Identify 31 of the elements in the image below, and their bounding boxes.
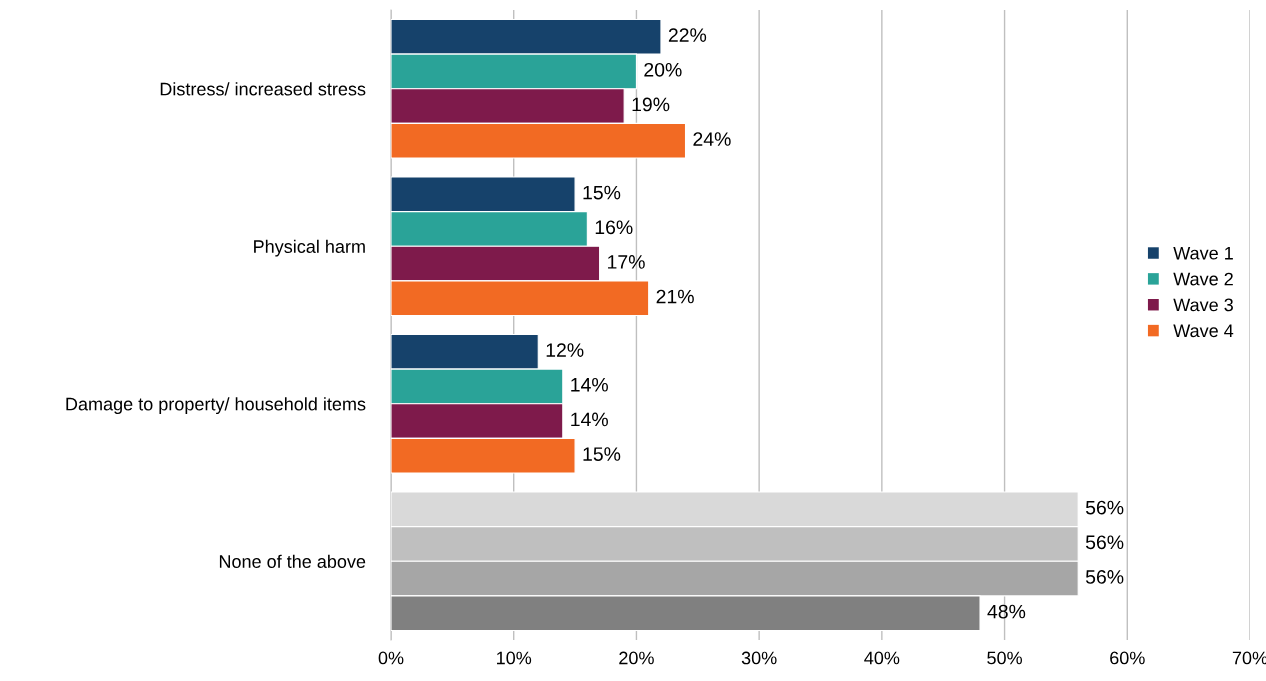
x-tick-label: 20% xyxy=(619,651,654,665)
data-label: 56% xyxy=(1085,500,1124,515)
data-label: 56% xyxy=(1085,535,1124,550)
y-tick-label: Damage to property/ household items xyxy=(66,397,366,415)
data-label: 15% xyxy=(583,185,621,200)
data-label: 16% xyxy=(595,220,633,235)
data-label: 48% xyxy=(987,604,1026,619)
x-tick-label: 40% xyxy=(864,651,900,665)
data-label: 56% xyxy=(1085,570,1124,584)
legend-label: Wave 2 xyxy=(1173,272,1233,286)
y-tick-label: Distress/ increased stress xyxy=(160,82,366,96)
data-label: 14% xyxy=(571,412,608,427)
legend-label: Wave 4 xyxy=(1173,324,1234,338)
x-tick-label: 50% xyxy=(987,651,1022,665)
data-label: 22% xyxy=(668,28,707,42)
x-tick-label: 0% xyxy=(378,651,404,665)
data-label: 17% xyxy=(608,255,645,269)
data-label: 19% xyxy=(632,97,670,112)
data-label: 15% xyxy=(583,447,621,461)
y-tick-label: None of the above xyxy=(219,554,366,568)
data-label: 24% xyxy=(693,132,731,146)
y-tick-label: Physical harm xyxy=(254,239,365,257)
data-label: 12% xyxy=(546,343,584,357)
x-tick-label: 30% xyxy=(741,651,777,665)
legend-label: Wave 1 xyxy=(1173,246,1233,260)
data-label: 21% xyxy=(656,289,694,304)
data-label: 20% xyxy=(644,62,682,77)
data-label: 14% xyxy=(571,377,608,392)
legend-label: Wave 3 xyxy=(1173,298,1233,312)
x-tick-label: 10% xyxy=(497,651,532,665)
x-tick-label: 60% xyxy=(1110,651,1145,665)
